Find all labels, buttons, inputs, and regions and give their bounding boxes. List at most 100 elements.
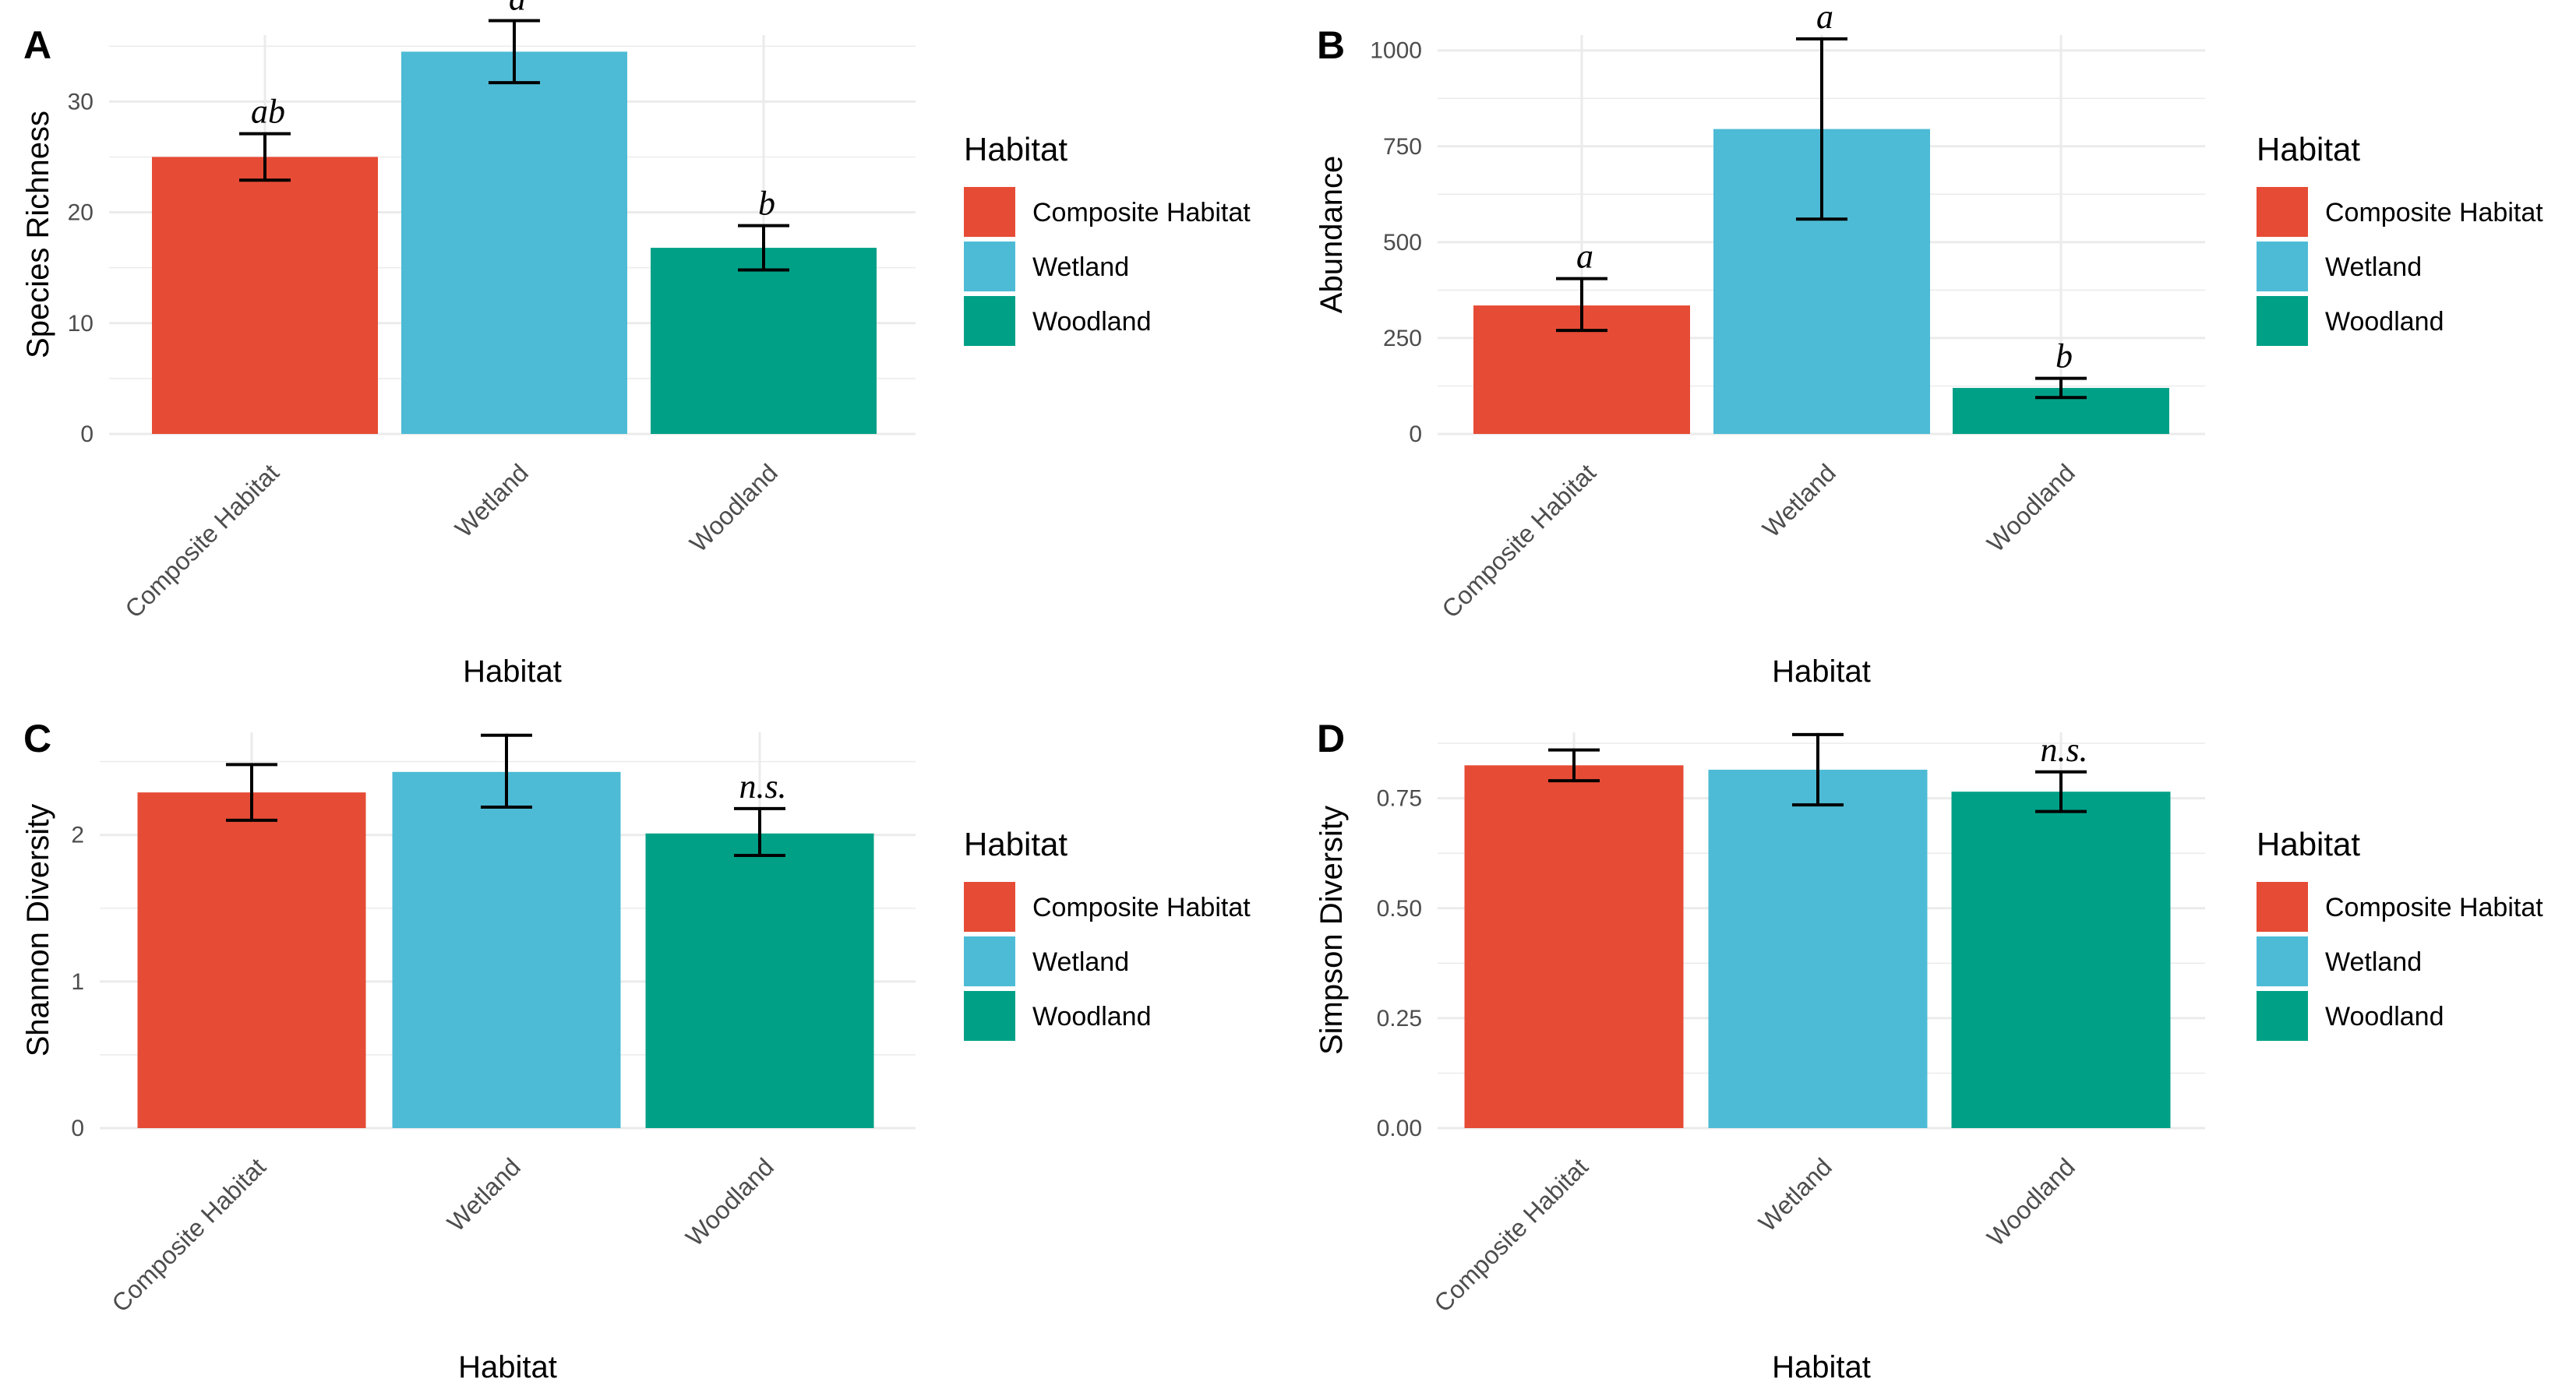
legend-key-woodland [2257,296,2308,346]
legend-label: Wetland [1032,252,1129,282]
x-tick-label: Woodland [680,1152,779,1251]
y-tick-label: 500 [1383,230,1422,256]
bar-wetland [1708,769,1928,1128]
error-bar [2035,770,2087,813]
y-axis-title: Simpson Diversity [1314,806,1349,1055]
x-tick-label: Woodland [1981,458,2080,557]
y-tick-label: 1 [71,969,84,995]
panel-b: 0 250 500 750 1000 a Composite Habitat a Wetland… [1314,0,2543,689]
legend-key-woodland [964,296,1015,346]
x-tick-label: Woodland [684,458,783,557]
error-bar [1796,37,1847,221]
error-bar [1792,732,1844,807]
legend-label: Composite Habitat [1032,893,1251,922]
y-tick-label: 0 [1409,421,1422,447]
y-axis-title: Abundance [1314,156,1349,313]
x-axis-title: Habitat [1772,1350,1871,1384]
panel-c: 0 1 2 Composite Habitat Wetland n.s. Woodland S… [21,717,1251,1384]
y-tick-label: 0 [80,421,94,447]
error-bar [226,763,277,822]
panel-letter: B [1317,23,1345,67]
legend: Habitat Composite Habitat Wetland Woodland [2257,131,2543,346]
bar-woodland [1951,792,2171,1128]
legend-key-wetland [964,936,1015,986]
y-tick-label: 1000 [1370,38,1422,64]
legend-key-composite-habitat [2257,882,2308,932]
x-axis-title: Habitat [463,654,562,689]
y-tick-label: 20 [68,200,94,226]
legend: Habitat Composite Habitat Wetland Woodland [964,826,1251,1041]
bar-composite-habitat [137,792,366,1128]
error-bar [239,132,291,182]
legend: Habitat Composite Habitat Wetland Woodland [964,131,1251,346]
panel-a: 0 10 20 30 ab Composite Habitat a Wetland b Woodl… [21,0,1251,689]
bar-wetland [401,51,627,434]
significance-label: b [2056,337,2073,376]
panel-d: 0.00 0.25 0.50 0.75 Composite Habitat Wetland… [1314,717,2543,1384]
bar-composite-habitat [152,157,378,434]
legend-key-woodland [2257,991,2308,1041]
x-axis-title: Habitat [1772,654,1871,689]
legend-key-composite-habitat [964,187,1015,237]
legend-key-wetland [964,242,1015,291]
legend-title: Habitat [964,826,1067,862]
y-tick-label: 2 [71,823,84,848]
y-axis-title: Shannon Diversity [21,804,55,1057]
y-tick-label: 0.50 [1377,896,1422,922]
legend-title: Habitat [2257,826,2360,862]
error-bar [489,19,540,85]
error-bar [2035,376,2087,400]
legend-key-wetland [2257,242,2308,291]
bar-woodland [651,248,877,434]
x-tick-label: Wetland [450,458,534,542]
legend-key-composite-habitat [2257,187,2308,237]
panel-letter: C [23,717,51,760]
legend-label: Composite Habitat [1032,198,1251,227]
x-tick-label: Wetland [1753,1152,1837,1236]
legend-label: Composite Habitat [2325,893,2543,922]
significance-label: b [758,185,775,223]
significance-label: ab [251,93,285,131]
x-tick-label: Composite Habitat [119,458,284,623]
panel-letter: D [1317,717,1345,760]
legend-label: Composite Habitat [2325,198,2543,227]
y-tick-label: 0.00 [1377,1116,1422,1141]
y-tick-label: 10 [68,311,94,337]
significance-label: a [1816,0,1833,36]
error-bar [1548,748,1600,783]
error-bar [481,733,532,809]
legend-label: Woodland [1032,1002,1152,1031]
x-tick-label: Composite Habitat [106,1152,271,1317]
error-bar [734,806,785,858]
x-tick-label: Composite Habitat [1428,1152,1593,1317]
y-tick-label: 250 [1383,326,1422,351]
legend-key-woodland [964,991,1015,1041]
y-tick-label: 30 [68,89,94,115]
legend-title: Habitat [2257,131,2360,168]
y-tick-label: 0.75 [1377,786,1422,812]
x-axis-title: Habitat [458,1350,557,1384]
y-tick-label: 0 [71,1116,84,1141]
significance-label: n.s. [739,767,786,806]
legend-label: Woodland [1032,307,1152,337]
x-tick-label: Wetland [442,1152,526,1236]
legend-key-wetland [2257,936,2308,986]
error-bar [1556,277,1607,333]
panel-letter: A [23,23,51,67]
legend-key-composite-habitat [964,882,1015,932]
x-tick-label: Composite Habitat [1436,458,1601,623]
legend-label: Wetland [2325,252,2422,282]
legend-label: Wetland [2325,947,2422,977]
bar-woodland [645,833,874,1128]
legend-label: Wetland [1032,947,1129,977]
significance-label: n.s. [2040,731,2087,769]
bar-wetland [392,771,621,1128]
y-tick-label: 750 [1383,134,1422,160]
x-tick-label: Woodland [1981,1152,2080,1251]
error-bar [738,224,789,272]
significance-label: a [509,0,526,18]
legend: Habitat Composite Habitat Wetland Woodland [2257,826,2543,1041]
bar-composite-habitat [1464,765,1684,1128]
